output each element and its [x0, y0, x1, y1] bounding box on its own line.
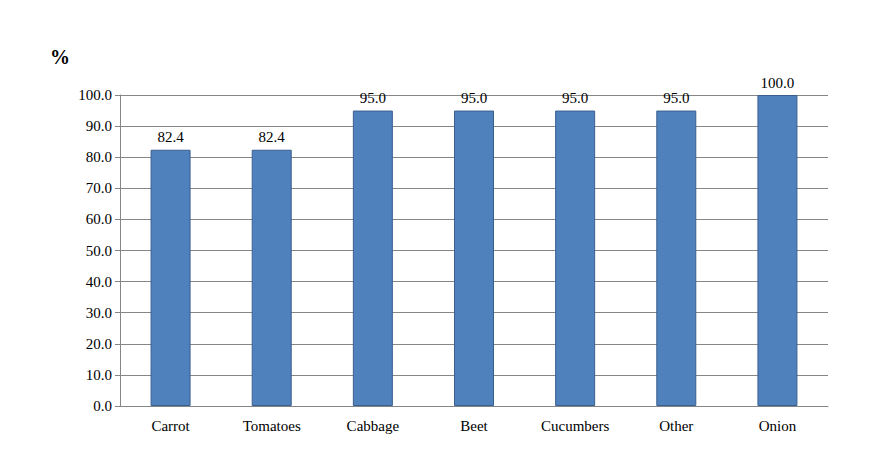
svg-text:%: % [50, 46, 70, 68]
svg-text:0.0: 0.0 [93, 398, 112, 414]
svg-text:Cucumbers: Cucumbers [541, 418, 609, 434]
svg-text:50.0: 50.0 [86, 243, 112, 259]
svg-text:82.4: 82.4 [259, 129, 286, 145]
svg-text:Beet: Beet [460, 418, 488, 434]
svg-text:100.0: 100.0 [78, 87, 112, 103]
svg-text:Cabbage: Cabbage [347, 418, 400, 434]
svg-text:95.0: 95.0 [360, 90, 386, 106]
svg-text:80.0: 80.0 [86, 149, 112, 165]
svg-text:Carrot: Carrot [151, 418, 190, 434]
svg-text:95.0: 95.0 [663, 90, 689, 106]
svg-text:82.4: 82.4 [157, 129, 184, 145]
svg-text:95.0: 95.0 [562, 90, 588, 106]
svg-text:20.0: 20.0 [86, 336, 112, 352]
svg-text:100.0: 100.0 [761, 75, 795, 91]
svg-text:Other: Other [659, 418, 693, 434]
svg-text:10.0: 10.0 [86, 367, 112, 383]
svg-text:40.0: 40.0 [86, 274, 112, 290]
svg-text:30.0: 30.0 [86, 305, 112, 321]
svg-text:90.0: 90.0 [86, 118, 112, 134]
svg-text:Tomatoes: Tomatoes [243, 418, 301, 434]
svg-text:Onion: Onion [759, 418, 797, 434]
svg-text:60.0: 60.0 [86, 211, 112, 227]
svg-text:70.0: 70.0 [86, 180, 112, 196]
svg-text:95.0: 95.0 [461, 90, 487, 106]
